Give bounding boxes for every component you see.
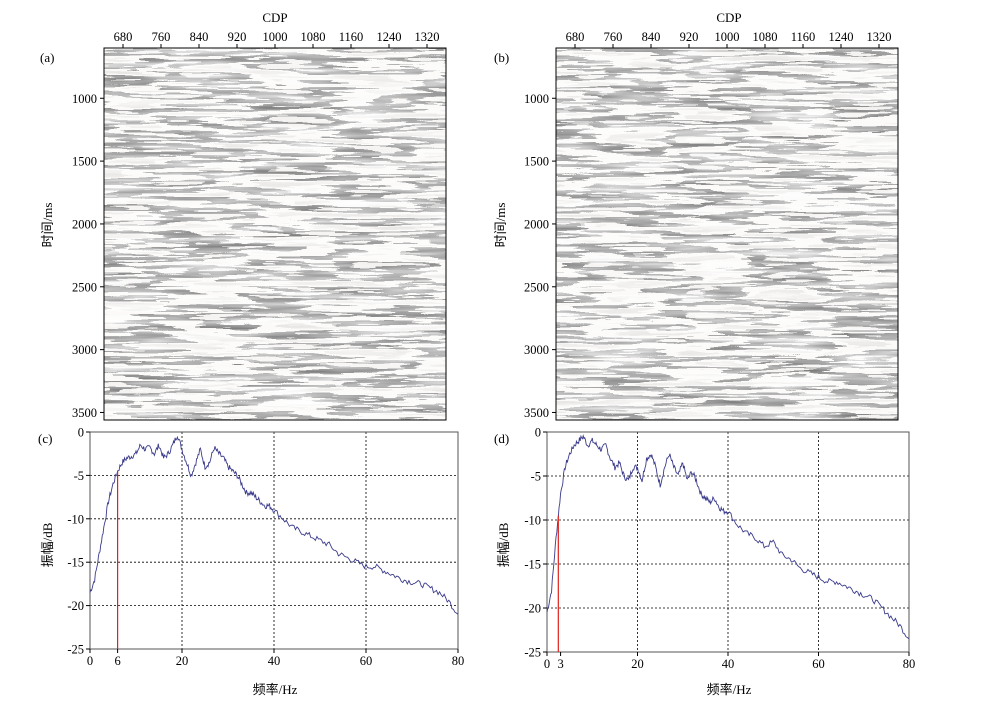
y-tick-label: -20 xyxy=(524,602,541,616)
seismic-image-a xyxy=(104,48,446,420)
y-tick-label: 1000 xyxy=(524,92,549,106)
y-tick-label: 3000 xyxy=(72,343,97,357)
y-tick-label: -20 xyxy=(67,599,84,613)
yaxis-title-d: 振幅/dB xyxy=(496,522,511,567)
y-tick-label: 1000 xyxy=(72,92,97,106)
x-tick-label: 60 xyxy=(360,654,373,668)
x-tick-label: 920 xyxy=(228,30,247,44)
y-tick-label: -5 xyxy=(74,469,84,483)
x-tick-label: 40 xyxy=(722,657,735,671)
x-tick-label: 6 xyxy=(114,654,120,668)
yaxis-title-c: 振幅/dB xyxy=(40,522,55,567)
panel-label-c: (c) xyxy=(38,431,52,446)
ticks-b: 680 760 840 920 1000 1080 1160 1240 1320 1000 1500… xyxy=(524,30,892,420)
panel-label-a: (a) xyxy=(40,50,54,65)
seismic-panel-b: (b) CDP 时间/ms 680 760 840 920 1000 1080 1160 12… xyxy=(493,10,899,421)
x-tick-label: 1160 xyxy=(339,30,364,44)
x-tick-label: 1080 xyxy=(301,30,326,44)
x-tick-label: 1240 xyxy=(829,30,854,44)
y-tick-label: 3500 xyxy=(524,406,549,420)
x-tick-label: 1240 xyxy=(377,30,402,44)
xaxis-title-a: CDP xyxy=(262,10,287,25)
x-tick-label: 0 xyxy=(544,657,550,671)
x-tick-label: 0 xyxy=(87,654,93,668)
yaxis-title-b: 时间/ms xyxy=(493,203,508,248)
x-tick-label: 3 xyxy=(557,657,563,671)
spectrum-line xyxy=(89,435,459,615)
spectrum-plot-c: 0 6 20 40 60 80 0 -5 -10 -15 -20 -25 xyxy=(67,426,464,669)
seismic-panel-a: (a) CDP 时间/ms 680 760 840 920 1000 1080 1160 12… xyxy=(40,10,447,421)
y-tick-label: -15 xyxy=(524,558,541,572)
y-tick-label: -5 xyxy=(531,470,541,484)
y-tick-label: 2500 xyxy=(72,280,97,294)
y-tick-label: 0 xyxy=(78,426,84,440)
x-tick-label: 840 xyxy=(642,30,661,44)
y-tick-label: 1500 xyxy=(524,155,549,169)
spectrum-panel-d: (d) 频率/Hz 振幅/dB 0 3 20 40 60 800-5-10-15-20-2… xyxy=(494,426,915,698)
yaxis-title-a: 时间/ms xyxy=(40,203,55,248)
y-tick-label: -25 xyxy=(67,643,84,657)
x-tick-label: 760 xyxy=(604,30,623,44)
y-tick-label: 2000 xyxy=(524,217,549,231)
x-tick-label: 680 xyxy=(566,30,585,44)
y-tick-label: 2500 xyxy=(524,280,549,294)
y-tick-label: 1500 xyxy=(72,155,97,169)
x-tick-label: 680 xyxy=(114,30,133,44)
y-tick-label: 2000 xyxy=(72,217,97,231)
x-tick-label: 20 xyxy=(631,657,644,671)
panel-label-b: (b) xyxy=(494,50,509,65)
x-tick-label: 80 xyxy=(903,657,916,671)
y-tick-label: 0 xyxy=(535,426,541,440)
y-tick-label: -15 xyxy=(67,556,84,570)
y-tick-label: -25 xyxy=(524,646,541,660)
ticks-a: 680 760 840 920 1000 1080 1160 1240 1320 1000 1500… xyxy=(72,30,440,420)
x-tick-label: 60 xyxy=(812,657,825,671)
x-tick-label: 40 xyxy=(268,654,281,668)
xaxis-title-c: 频率/Hz xyxy=(253,682,298,697)
y-tick-label: 3000 xyxy=(524,343,549,357)
x-tick-label: 840 xyxy=(190,30,209,44)
seismic-image-b xyxy=(556,48,898,420)
spectrum-plot-d: 0 3 20 40 60 800-5-10-15-20-25 xyxy=(524,426,915,672)
panel-label-d: (d) xyxy=(494,431,509,446)
x-tick-label: 1000 xyxy=(263,30,288,44)
xaxis-title-b: CDP xyxy=(716,10,741,25)
x-tick-label: 1080 xyxy=(753,30,778,44)
x-tick-label: 920 xyxy=(680,30,699,44)
y-tick-label: -10 xyxy=(524,514,541,528)
spectrum-panel-c: (c) 频率/Hz 振幅/dB 0 6 20 40 60 80 0 -5 -10 -15 -20 -2… xyxy=(38,426,464,698)
x-tick-label: 1000 xyxy=(715,30,740,44)
y-tick-label: -10 xyxy=(67,512,84,526)
x-tick-label: 20 xyxy=(176,654,189,668)
x-tick-label: 760 xyxy=(152,30,171,44)
x-tick-label: 1320 xyxy=(867,30,892,44)
xaxis-title-d: 频率/Hz xyxy=(707,682,752,697)
y-tick-label: 3500 xyxy=(72,406,97,420)
x-tick-label: 1160 xyxy=(791,30,816,44)
spectrum-line xyxy=(546,434,910,640)
x-tick-label: 80 xyxy=(452,654,465,668)
x-tick-label: 1320 xyxy=(415,30,440,44)
